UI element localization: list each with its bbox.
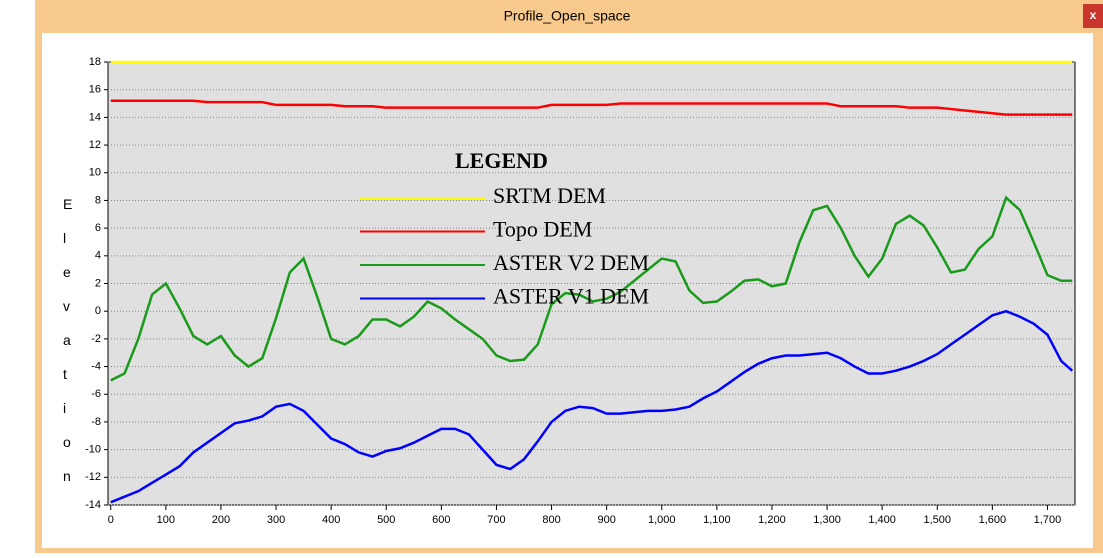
y-tick-label: 6 — [95, 222, 101, 234]
series-line — [110, 99, 1073, 116]
window-title: Profile_Open_space — [504, 8, 631, 24]
x-tick-label: 800 — [542, 514, 560, 526]
y-tick-label: -8 — [91, 416, 101, 428]
y-tick-label: 14 — [89, 111, 101, 123]
x-tick-label: 1,300 — [813, 514, 841, 526]
y-tick-label: -4 — [91, 360, 101, 372]
x-tick-label: 1,000 — [648, 514, 676, 526]
y-tick-label: -12 — [85, 471, 101, 483]
x-tick-label: 300 — [267, 514, 285, 526]
series-line — [110, 195, 1073, 382]
x-tick-label: 1,500 — [923, 514, 951, 526]
close-label[interactable]: x — [1090, 8, 1097, 22]
x-tick-label: 1,600 — [979, 514, 1007, 526]
y-tick-label: 4 — [95, 250, 101, 262]
x-tick-label: 1,400 — [868, 514, 896, 526]
y-tick-label: 10 — [89, 167, 101, 179]
x-tick-label: 600 — [432, 514, 450, 526]
legend-label: ASTER V1 DEM — [493, 284, 649, 309]
legend-label: Topo DEM — [493, 217, 592, 242]
close-button[interactable] — [1083, 4, 1103, 28]
x-tick-label: 900 — [597, 514, 615, 526]
x-tick-label: 0 — [108, 514, 114, 526]
y-tick-label: 12 — [89, 139, 101, 151]
y-tick-label: 0 — [95, 305, 101, 317]
legend-title: LEGEND — [455, 148, 548, 173]
x-tick-label: 1,200 — [758, 514, 786, 526]
y-tick-label: -2 — [91, 333, 101, 345]
x-tick-label: 1,100 — [703, 514, 731, 526]
y-tick-label: -6 — [91, 388, 101, 400]
y-tick-label: 8 — [95, 194, 101, 206]
legend: LEGEND SRTM DEM Topo DEM ASTER V2 DEM ASTER … — [360, 148, 649, 309]
legend-label: SRTM DEM — [493, 183, 606, 208]
y-tick-label: 2 — [95, 277, 101, 289]
legend-label: ASTER V2 DEM — [493, 250, 649, 275]
y-tick-label: -14 — [85, 499, 101, 511]
x-tick-label: 400 — [322, 514, 340, 526]
x-tick-label: 500 — [377, 514, 395, 526]
y-tick-label: 18 — [89, 56, 101, 68]
series-line — [110, 309, 1074, 504]
y-tick-label: -10 — [85, 444, 101, 456]
x-tick-label: 200 — [212, 514, 230, 526]
y-tick-label: 16 — [89, 84, 101, 96]
x-tick-label: 1,700 — [1034, 514, 1062, 526]
x-tick-label: 100 — [157, 514, 175, 526]
x-tick-label: 700 — [487, 514, 505, 526]
